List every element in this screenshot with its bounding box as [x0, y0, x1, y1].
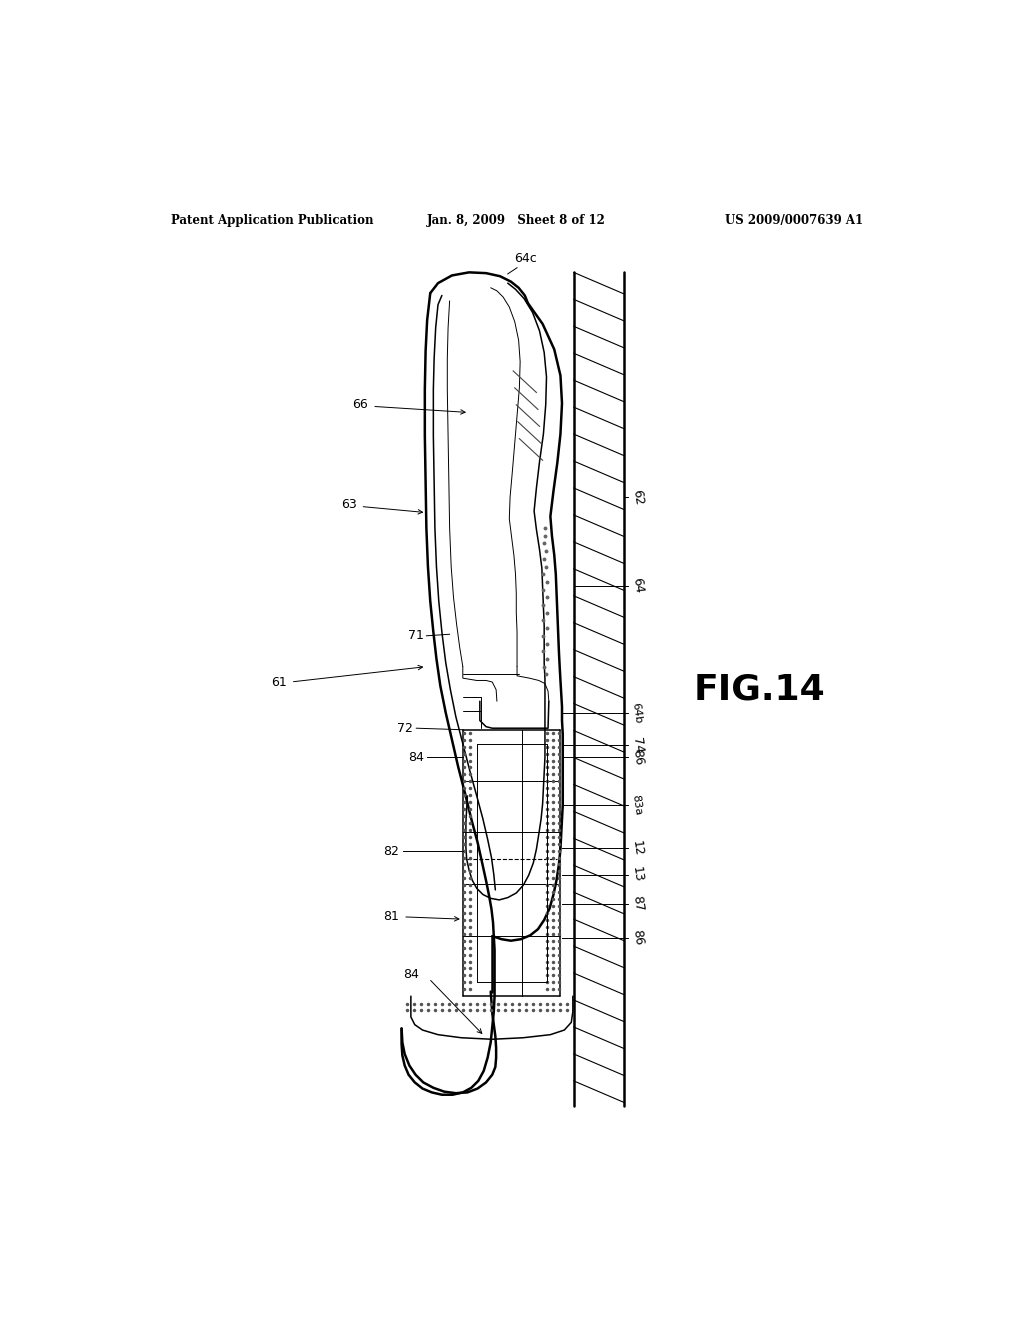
Text: 86: 86 [630, 748, 645, 766]
Text: 61: 61 [271, 676, 287, 689]
Text: Jan. 8, 2009   Sheet 8 of 12: Jan. 8, 2009 Sheet 8 of 12 [426, 214, 605, 227]
Text: 64c: 64c [514, 252, 537, 264]
Text: 84: 84 [409, 751, 424, 764]
Text: 12: 12 [630, 840, 645, 857]
Text: 71: 71 [409, 630, 424, 643]
Text: FIG.14: FIG.14 [693, 673, 825, 706]
Text: 81: 81 [383, 911, 399, 924]
Text: 13: 13 [630, 866, 645, 883]
Text: US 2009/0007639 A1: US 2009/0007639 A1 [725, 214, 863, 227]
Text: 83a: 83a [630, 795, 643, 816]
Text: 64: 64 [630, 577, 645, 594]
Text: 86: 86 [630, 929, 645, 946]
Text: 62: 62 [630, 488, 645, 506]
Text: 74: 74 [630, 737, 645, 754]
Text: 72: 72 [397, 722, 414, 735]
Text: 87: 87 [630, 895, 645, 912]
Text: 66: 66 [352, 399, 369, 412]
Text: 84: 84 [402, 968, 419, 981]
Text: Patent Application Publication: Patent Application Publication [171, 214, 373, 227]
Text: 63: 63 [341, 499, 356, 511]
Text: 82: 82 [383, 845, 399, 858]
Text: 64b: 64b [630, 702, 643, 723]
